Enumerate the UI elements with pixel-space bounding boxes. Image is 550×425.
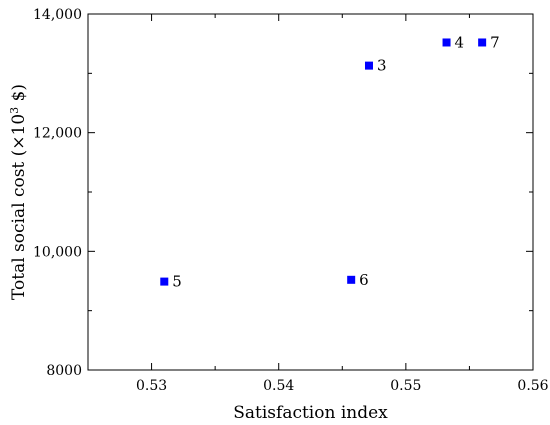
data-point-label-4: 4: [455, 33, 465, 51]
y-tick-label: 10,000: [33, 244, 82, 260]
data-point-label-7: 7: [490, 33, 500, 51]
x-tick-label: 0.53: [136, 378, 167, 394]
x-axis-title: Satisfaction index: [233, 403, 388, 423]
y-axis: 8000 10,000 12,000 14,000: [33, 7, 533, 379]
x-axis: 0.53 0.54 0.55 0.56: [87, 14, 549, 394]
data-points: 3 4 7 5 6: [160, 33, 500, 291]
x-tick-label: 0.55: [390, 378, 421, 394]
y-axis-title-superscript: 3: [8, 107, 21, 114]
y-tick-label: 14,000: [33, 7, 82, 23]
y-axis-title-main: Total social cost (×10: [9, 114, 29, 300]
data-point-label-3: 3: [377, 57, 387, 75]
data-point-7: [478, 38, 487, 47]
data-point-6: [347, 275, 356, 284]
y-tick-label: 12,000: [33, 126, 82, 142]
data-point-4: [442, 38, 451, 47]
plot-border: [87, 13, 534, 371]
data-point-label-6: 6: [359, 271, 369, 289]
plot-frame: [87, 13, 534, 371]
y-tick-label: 8000: [46, 363, 82, 379]
y-axis-title: Total social cost (×103 $): [8, 84, 30, 300]
data-point-5: [160, 277, 169, 286]
data-point-label-5: 5: [172, 273, 182, 291]
y-axis-title-unit: $): [9, 84, 29, 107]
x-tick-label: 0.56: [517, 378, 548, 394]
x-tick-label: 0.54: [263, 378, 294, 394]
data-point-3: [364, 61, 373, 70]
